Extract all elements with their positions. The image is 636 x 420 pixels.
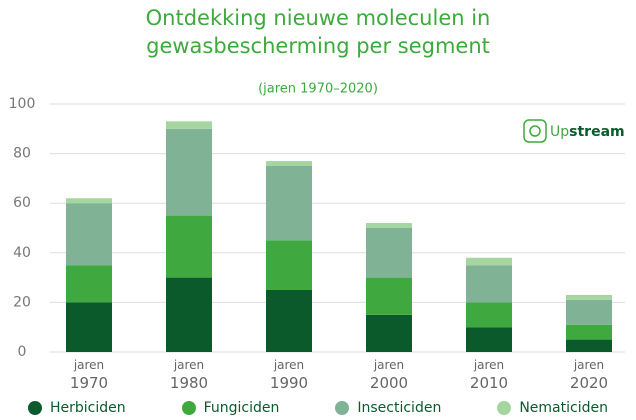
y-tick-label: 100 [9, 96, 36, 112]
bar-segment [566, 339, 612, 352]
legend-label: Fungiciden [203, 400, 280, 416]
bar-segment [66, 203, 112, 266]
bar-segment [166, 121, 212, 129]
legend-item: Herbiciden [27, 400, 126, 416]
bar-segment [266, 240, 312, 290]
bar-segment [466, 257, 512, 266]
y-tick-label: 60 [13, 195, 31, 211]
bar-segment [166, 277, 212, 352]
legend-label: Nematiciden [519, 400, 608, 416]
y-tick-label: 40 [13, 245, 31, 261]
legend-swatch [181, 401, 196, 415]
logo-part: stream [569, 124, 624, 140]
bar-segment [566, 299, 612, 325]
legend-label: Herbiciden [49, 400, 126, 416]
x-tick-label: jaren 1970 [69, 358, 109, 392]
bar-segment [66, 265, 112, 303]
bar-segment [266, 166, 312, 241]
legend-item: Nematiciden [497, 400, 608, 416]
y-tick-label: 80 [13, 146, 31, 162]
bar-segment [566, 294, 612, 300]
legend-item: Insecticiden [335, 400, 441, 416]
legend-swatch [27, 401, 42, 415]
logo-part: Up [550, 124, 569, 140]
chart-title: Ontdekking nieuwe moleculen in gewasbesc… [145, 6, 491, 58]
bar-segment [566, 324, 612, 340]
bar-segment [66, 198, 112, 204]
y-tick-label: 0 [18, 344, 27, 360]
x-tick-label: jaren 2000 [369, 358, 409, 392]
legend: Herbiciden Fungiciden Insecticiden Nematici… [0, 400, 636, 416]
bar-segment [366, 277, 412, 315]
x-tick-label: jaren 1990 [269, 358, 309, 392]
legend-swatch [497, 401, 512, 415]
bar-segment [66, 302, 112, 352]
x-tick-label: jaren 2020 [569, 358, 609, 392]
x-tick-label: jaren 1980 [169, 358, 209, 392]
logo: Upstream [550, 124, 625, 140]
y-tick-label: 20 [13, 294, 31, 310]
legend-swatch [335, 401, 350, 415]
bar-segment [266, 161, 312, 166]
legend-label: Insecticiden [357, 400, 442, 416]
bar-segment [366, 223, 412, 228]
logo-icon-inner [529, 125, 541, 137]
logo-icon [523, 119, 547, 143]
bar-segment [466, 327, 512, 352]
bar-segment [466, 265, 512, 303]
chart-subtitle: (jaren 1970–2020) [258, 82, 378, 97]
bar-segment [366, 228, 412, 278]
bar-segment [266, 290, 312, 352]
bar-segment [166, 215, 212, 278]
bar-segment [466, 302, 512, 328]
bar-segment [166, 128, 212, 216]
title-box: Ontdekking nieuwe moleculen in gewasbesc… [145, 6, 491, 58]
legend-item: Fungiciden [181, 400, 280, 416]
bar-segment [366, 314, 412, 352]
x-tick-label: jaren 2010 [469, 358, 509, 392]
